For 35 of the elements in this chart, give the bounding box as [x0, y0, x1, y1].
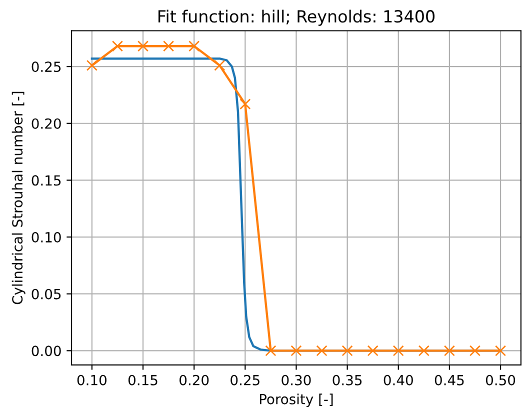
x-tick-label: 0.25	[230, 374, 260, 386]
point	[444, 345, 456, 356]
point	[392, 345, 404, 356]
point	[137, 40, 149, 52]
x-tick-label: 0.45	[434, 374, 464, 386]
y-tick-label: 0.15	[32, 175, 61, 186]
x-tick-label: 0.40	[384, 374, 413, 386]
y-axis-title: Cylindrical Strouhal number [-]	[12, 92, 26, 304]
point	[494, 345, 506, 356]
y-tick-label: 0.05	[32, 288, 61, 300]
x-tick-label: 0.30	[282, 374, 311, 386]
point	[316, 345, 328, 356]
point	[418, 345, 430, 356]
x-tick-label: 0.15	[128, 374, 158, 386]
x-tick-label: 0.50	[486, 374, 516, 386]
point	[469, 345, 481, 356]
point	[290, 345, 302, 356]
y-tick-label: 0.10	[32, 232, 61, 243]
y-tick-label: 0.25	[32, 62, 61, 72]
point	[240, 98, 251, 110]
x-axis-title: Porosity [-]	[260, 394, 333, 408]
point	[188, 40, 200, 52]
x-tick-label: 0.20	[180, 374, 209, 386]
point	[214, 60, 226, 71]
point	[265, 345, 276, 356]
point	[86, 60, 98, 71]
y-tick-label: 0.20	[32, 118, 61, 129]
x-tick-label: 0.10	[77, 374, 106, 386]
point	[367, 345, 378, 356]
point	[112, 40, 124, 52]
point	[162, 40, 174, 52]
chart-title: Fit function: hill; Reynolds: 13400	[158, 10, 434, 26]
x-tick-label: 0.35	[332, 374, 362, 386]
y-tick-label: 0.00	[32, 346, 61, 356]
point	[342, 345, 353, 356]
